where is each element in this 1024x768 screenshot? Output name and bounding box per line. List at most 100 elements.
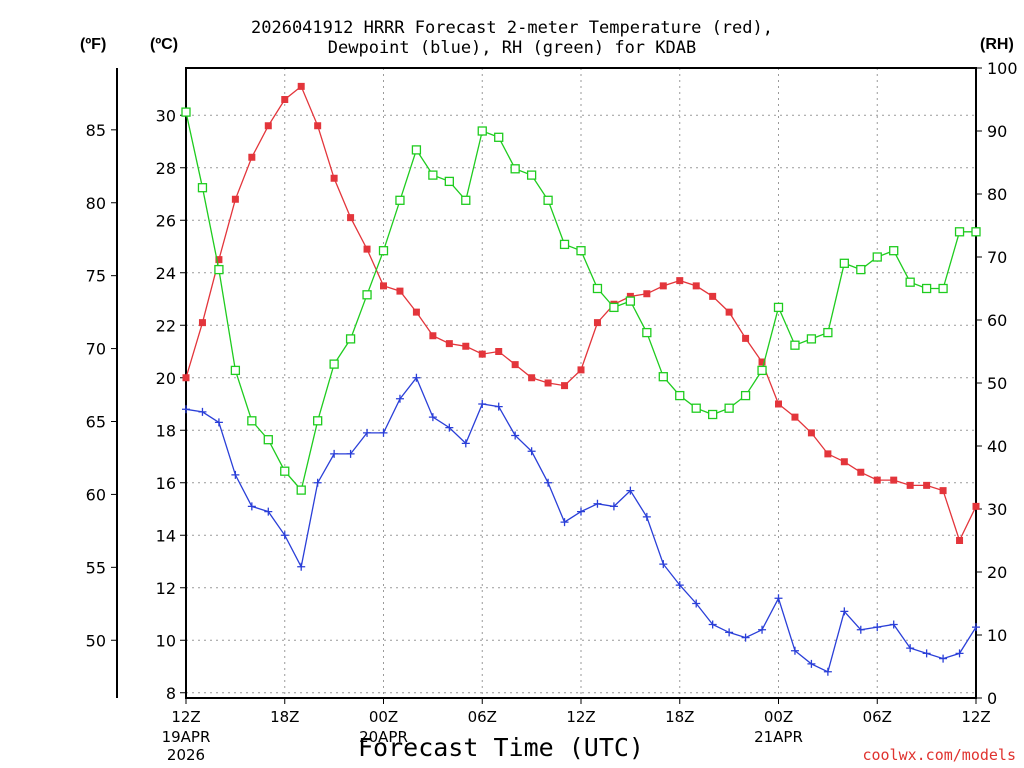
dewpoint-point: [313, 478, 322, 487]
dewpoint-point: [659, 560, 668, 569]
temperature-point: [577, 366, 585, 374]
x-year-label: 2026: [167, 746, 205, 764]
rh-unit-label: (RH): [980, 36, 1014, 53]
rh-point: [263, 435, 273, 445]
celsius-tick-label: 12: [156, 579, 176, 598]
celsius-tick-label: 28: [156, 159, 176, 178]
dewpoint-point: [478, 400, 487, 408]
celsius-tick-label: 22: [156, 316, 176, 335]
chart-title-line-1: 2026041912 HRRR Forecast 2-meter Tempera…: [251, 18, 773, 38]
x-tick-label: 12Z: [171, 708, 200, 726]
rh-series-line: [185, 111, 976, 492]
dewpoint-point: [511, 431, 520, 440]
dewpoint-point: [906, 644, 915, 653]
dewpoint-point: [708, 620, 717, 629]
celsius-tick-label: 24: [156, 264, 176, 283]
rh-point: [938, 283, 948, 294]
rh-point: [247, 416, 257, 426]
rh-point: [329, 359, 339, 369]
temperature-point: [445, 340, 453, 348]
dewpoint-point: [461, 439, 470, 448]
rh-point: [362, 290, 372, 300]
dewpoint-point: [527, 447, 536, 456]
dewpoint-point: [445, 423, 454, 432]
series: [181, 82, 981, 676]
dewpoint-point: [577, 507, 585, 516]
rh-tick-label: 80: [987, 185, 1007, 204]
dewpoint-point: [675, 581, 684, 590]
rh-point: [230, 365, 241, 376]
dewpoint-point: [840, 607, 849, 616]
rh-point: [214, 264, 224, 275]
grid-lines: [186, 68, 976, 698]
fahrenheit-tick-label: 55: [86, 558, 106, 577]
temperature-point: [643, 290, 651, 298]
dewpoint-point: [330, 449, 339, 458]
dewpoint-point: [972, 623, 980, 632]
temperature-point: [380, 282, 387, 290]
rh-point: [428, 170, 438, 180]
dewpoint-point: [955, 649, 964, 658]
x-date-label: 20APR: [359, 728, 408, 746]
temperature-point: [939, 487, 947, 495]
temperature-point: [659, 282, 667, 290]
temperature-point: [890, 476, 898, 484]
x-tick-label: 06Z: [863, 708, 892, 726]
rh-point: [197, 183, 208, 193]
dewpoint-point: [889, 620, 898, 629]
x-tick-label: 18Z: [665, 708, 694, 726]
rh-point: [675, 390, 685, 401]
rh-point: [790, 340, 800, 350]
rh-point: [543, 195, 553, 205]
rh-point: [345, 334, 356, 344]
temperature-point: [511, 361, 519, 369]
temperature-point: [248, 153, 256, 161]
temperature-point: [709, 292, 717, 300]
rh-point: [708, 409, 718, 420]
x-axis-title: Forecast Time (UTC): [358, 733, 644, 762]
dewpoint-point: [741, 633, 750, 642]
chart-title-line-2: Dewpoint (blue), RH (green) for KDAB: [327, 38, 697, 58]
rh-point: [856, 264, 866, 275]
temperature-point: [840, 458, 848, 466]
rh-point: [609, 302, 619, 313]
rh-point: [724, 403, 734, 413]
dewpoint-point: [758, 625, 767, 634]
dewpoint-point: [247, 502, 256, 511]
temperature-point: [215, 256, 223, 264]
rh-point: [494, 132, 504, 142]
fahrenheit-tick-label: 65: [86, 413, 106, 432]
temperature-point: [478, 350, 486, 358]
rh-point: [839, 258, 849, 268]
fahrenheit-tick-label: 80: [86, 194, 106, 213]
rh-point: [872, 252, 882, 262]
fahrenheit-tick-label: 50: [86, 631, 106, 650]
dewpoint-point: [379, 428, 388, 437]
source-credit: coolwx.com/models: [862, 746, 1016, 764]
rh-point: [477, 126, 487, 136]
rh-point: [905, 277, 915, 287]
dewpoint-point: [264, 507, 273, 516]
fahrenheit-tick-label: 60: [86, 485, 106, 504]
celsius-unit-label: (ºC): [150, 36, 179, 53]
temperature-point: [231, 195, 239, 203]
celsius-tick-label: 14: [156, 526, 176, 545]
dewpoint-point: [280, 531, 289, 540]
dewpoint-point: [823, 667, 832, 676]
dewpoint-point: [609, 502, 618, 511]
rh-point: [411, 145, 422, 155]
temperature-point: [314, 122, 322, 130]
dewpoint-point: [231, 470, 240, 479]
rh-tick-label: 0: [987, 689, 997, 708]
x-date-label: 19APR: [162, 728, 211, 746]
dewpoint-point: [544, 478, 553, 487]
temperature-point: [758, 358, 766, 366]
rh-point: [658, 372, 668, 382]
x-tick-label: 12Z: [566, 708, 595, 726]
rh-point: [510, 164, 520, 174]
rh-tick-label: 40: [987, 437, 1007, 456]
fahrenheit-tick-label: 85: [86, 121, 106, 140]
temperature-point: [807, 429, 815, 437]
dewpoint-point: [725, 628, 734, 637]
temperature-point: [791, 413, 799, 421]
